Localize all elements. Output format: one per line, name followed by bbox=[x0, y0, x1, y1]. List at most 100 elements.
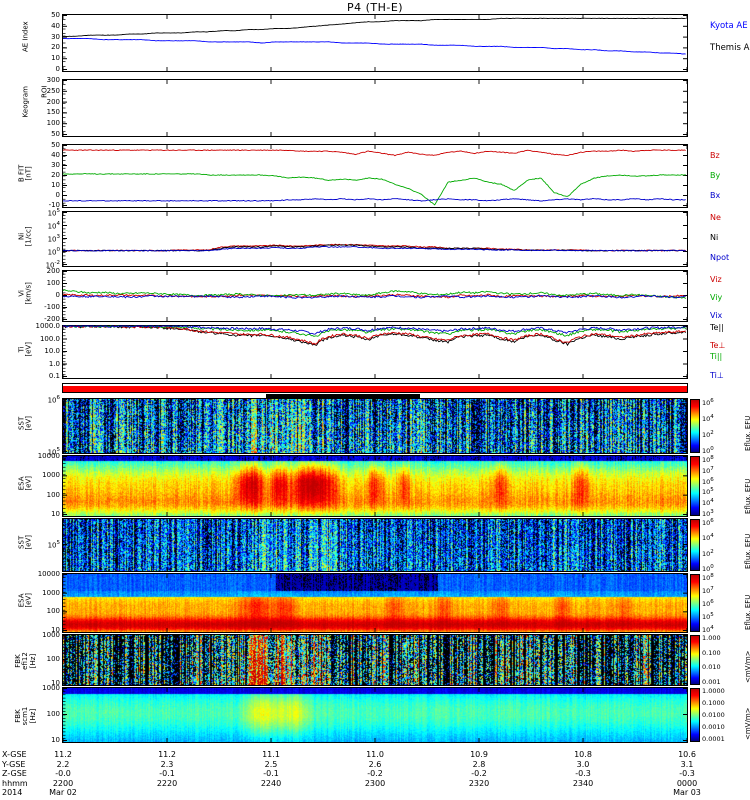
ytick-vi-1: 100 bbox=[46, 279, 60, 287]
cbar-tick-esa1-0: 108 bbox=[702, 455, 714, 465]
cbar-tick-fbk2-4: 0.0001 bbox=[702, 735, 725, 743]
bottom-cell-hhmm-2: 2240 bbox=[260, 778, 282, 788]
bottom-cell-x_gse-5: 10.8 bbox=[574, 750, 592, 759]
cbar-tick-fbk1-1: 0.100 bbox=[702, 648, 721, 657]
panel-fbk-scm1 bbox=[62, 687, 688, 743]
bottom-row-label-hhmm: hhmm bbox=[2, 778, 28, 788]
roi-red-bar bbox=[63, 386, 687, 392]
ytick-vi-4: -200 bbox=[44, 315, 60, 323]
bottom-cell-y_gse-6: 3.1 bbox=[680, 759, 694, 769]
ytick-ti-4: 0.1 bbox=[48, 372, 60, 380]
cbar-tick-sst1-0: 106 bbox=[702, 398, 714, 408]
cbar-tick-fbk1-0: 1.000 bbox=[702, 634, 721, 642]
bottom-row-label-x-gse: X-GSE bbox=[2, 750, 27, 759]
legend-ni-0: Ne bbox=[710, 213, 721, 222]
legend-ti-2: Ti|| bbox=[710, 352, 723, 361]
colorbar-esa1 bbox=[690, 456, 700, 516]
ytick-ni-4: 10-2 bbox=[45, 260, 60, 270]
bottom-cell-z_gse-3: -0.2 bbox=[367, 769, 383, 778]
cbar-tick-sst1-2: 102 bbox=[702, 430, 714, 440]
legend-vi-1: Viy bbox=[710, 293, 723, 302]
bottom-cell-y_gse-3: 2.6 bbox=[368, 759, 382, 769]
legend-bfit-0: Bz bbox=[710, 151, 720, 160]
ytick-keogram-3: 150 bbox=[46, 108, 60, 117]
ytick-fbk1-0: 1000 bbox=[42, 631, 60, 639]
ytick-vi-3: -100 bbox=[44, 303, 60, 311]
cbar-tick-esa1-2: 106 bbox=[702, 476, 714, 486]
legend-ti-1: Te⊥ bbox=[710, 341, 726, 350]
panel-esa-ions bbox=[62, 573, 688, 633]
cbar-tick-esa2-0: 108 bbox=[702, 573, 714, 583]
ytick-bfit-3: 20 bbox=[51, 171, 60, 179]
ytick-esa2-2: 100 bbox=[46, 607, 60, 616]
ytick-keogram-1: 250 bbox=[46, 86, 60, 95]
bottom-row-label-2014: 2014 bbox=[2, 788, 23, 797]
ytick-fbk2-1: 100 bbox=[46, 710, 60, 718]
ytick-ae-2: 30 bbox=[51, 32, 60, 41]
axis-label-sst1: SST [eV] bbox=[17, 416, 33, 431]
bottom-cell-x_gse-6: 10.6 bbox=[678, 750, 696, 759]
ytick-ni-2: 103 bbox=[47, 234, 60, 244]
bottom-row-label-z-gse: Z-GSE bbox=[2, 769, 27, 778]
legend-vi-2: Vix bbox=[710, 311, 723, 320]
ytick-esa2-3: 10 bbox=[51, 626, 60, 634]
ytick-ti-2: 10.0 bbox=[44, 347, 60, 355]
colorbar-caption-sst2: Eflux, EFU bbox=[744, 533, 750, 569]
cbar-tick-fbk1-2: 0.010 bbox=[702, 663, 721, 672]
colorbar-caption-esa1: Eflux, EFU bbox=[744, 478, 750, 514]
ytick-sst1-0: 106 bbox=[47, 395, 60, 405]
axis-label-roi: ROI bbox=[40, 85, 49, 98]
bottom-cell-x_gse-4: 10.9 bbox=[470, 750, 488, 759]
legend-ti-3: Ti⊥ bbox=[710, 371, 724, 380]
ytick-ni-3: 100 bbox=[47, 247, 60, 257]
cbar-tick-sst2-2: 102 bbox=[702, 548, 714, 558]
ytick-bfit-2: 30 bbox=[51, 161, 60, 169]
cbar-tick-sst2-3: 100 bbox=[702, 564, 714, 574]
axis-label-esa2: ESA [eV] bbox=[17, 593, 33, 608]
cbar-tick-sst1-1: 104 bbox=[702, 414, 714, 424]
cbar-tick-fbk2-0: 1.0000 bbox=[702, 687, 725, 695]
bottom-cell-y_gse-0: 2.2 bbox=[56, 759, 70, 769]
ytick-bfit-6: -10 bbox=[48, 201, 60, 209]
cbar-tick-esa2-2: 106 bbox=[702, 599, 714, 609]
panel-fbk-efi12 bbox=[62, 634, 688, 686]
ytick-esa1-0: 10000 bbox=[37, 452, 60, 460]
bottom-cell-y_gse-5: 3.0 bbox=[576, 759, 590, 769]
panel-sst-ions bbox=[62, 518, 688, 572]
ytick-fbk1-2: 10 bbox=[51, 679, 60, 687]
ytick-bfit-5: 0 bbox=[55, 191, 60, 199]
colorbar-sst2 bbox=[690, 519, 700, 571]
legend-bfit-1: By bbox=[710, 171, 721, 180]
legend-ni-1: Ni bbox=[710, 233, 719, 242]
cbar-tick-sst2-1: 104 bbox=[702, 533, 714, 543]
legend-bfit-2: Bx bbox=[710, 191, 721, 200]
legend-ae-0: Kyota AE bbox=[710, 21, 748, 31]
colorbar-sst1 bbox=[690, 399, 700, 453]
colorbar-caption-fbk2: <mV/m> bbox=[744, 707, 750, 740]
bottom-cell-y_gse-4: 2.8 bbox=[472, 759, 486, 769]
ytick-fbk2-2: 10 bbox=[51, 736, 60, 744]
ytick-ae-5: 0 bbox=[55, 65, 60, 73]
roi-black-marker bbox=[266, 394, 420, 398]
ytick-keogram-5: 50 bbox=[51, 130, 60, 138]
ytick-vi-2: 0 bbox=[55, 291, 60, 299]
ytick-sst2-0: 105 bbox=[47, 540, 60, 550]
ytick-ae-0: 50 bbox=[51, 11, 60, 19]
axis-label-esa1: ESA [eV] bbox=[17, 476, 33, 491]
bottom-cell-hhmm-0: 2200 bbox=[52, 778, 74, 788]
panel-roi-strip bbox=[62, 383, 688, 393]
panel-sst-electrons bbox=[62, 398, 688, 454]
ytick-keogram-4: 100 bbox=[46, 119, 60, 128]
ytick-ni-1: 104 bbox=[47, 221, 60, 231]
bottom-cell-date-6: Mar 03 bbox=[673, 788, 701, 797]
ytick-esa2-0: 10000 bbox=[37, 570, 60, 578]
ytick-vi-0: 200 bbox=[46, 267, 60, 275]
ytick-bfit-1: 40 bbox=[51, 151, 60, 159]
ytick-ae-4: 10 bbox=[51, 54, 60, 63]
bottom-cell-hhmm-3: 2300 bbox=[364, 778, 386, 788]
bottom-cell-z_gse-4: -0.2 bbox=[471, 769, 487, 778]
panel-esa-electrons bbox=[62, 455, 688, 517]
ytick-fbk1-1: 100 bbox=[46, 655, 60, 663]
legend-ti-0: Te|| bbox=[710, 323, 724, 332]
bottom-cell-z_gse-0: -0.0 bbox=[55, 769, 71, 778]
